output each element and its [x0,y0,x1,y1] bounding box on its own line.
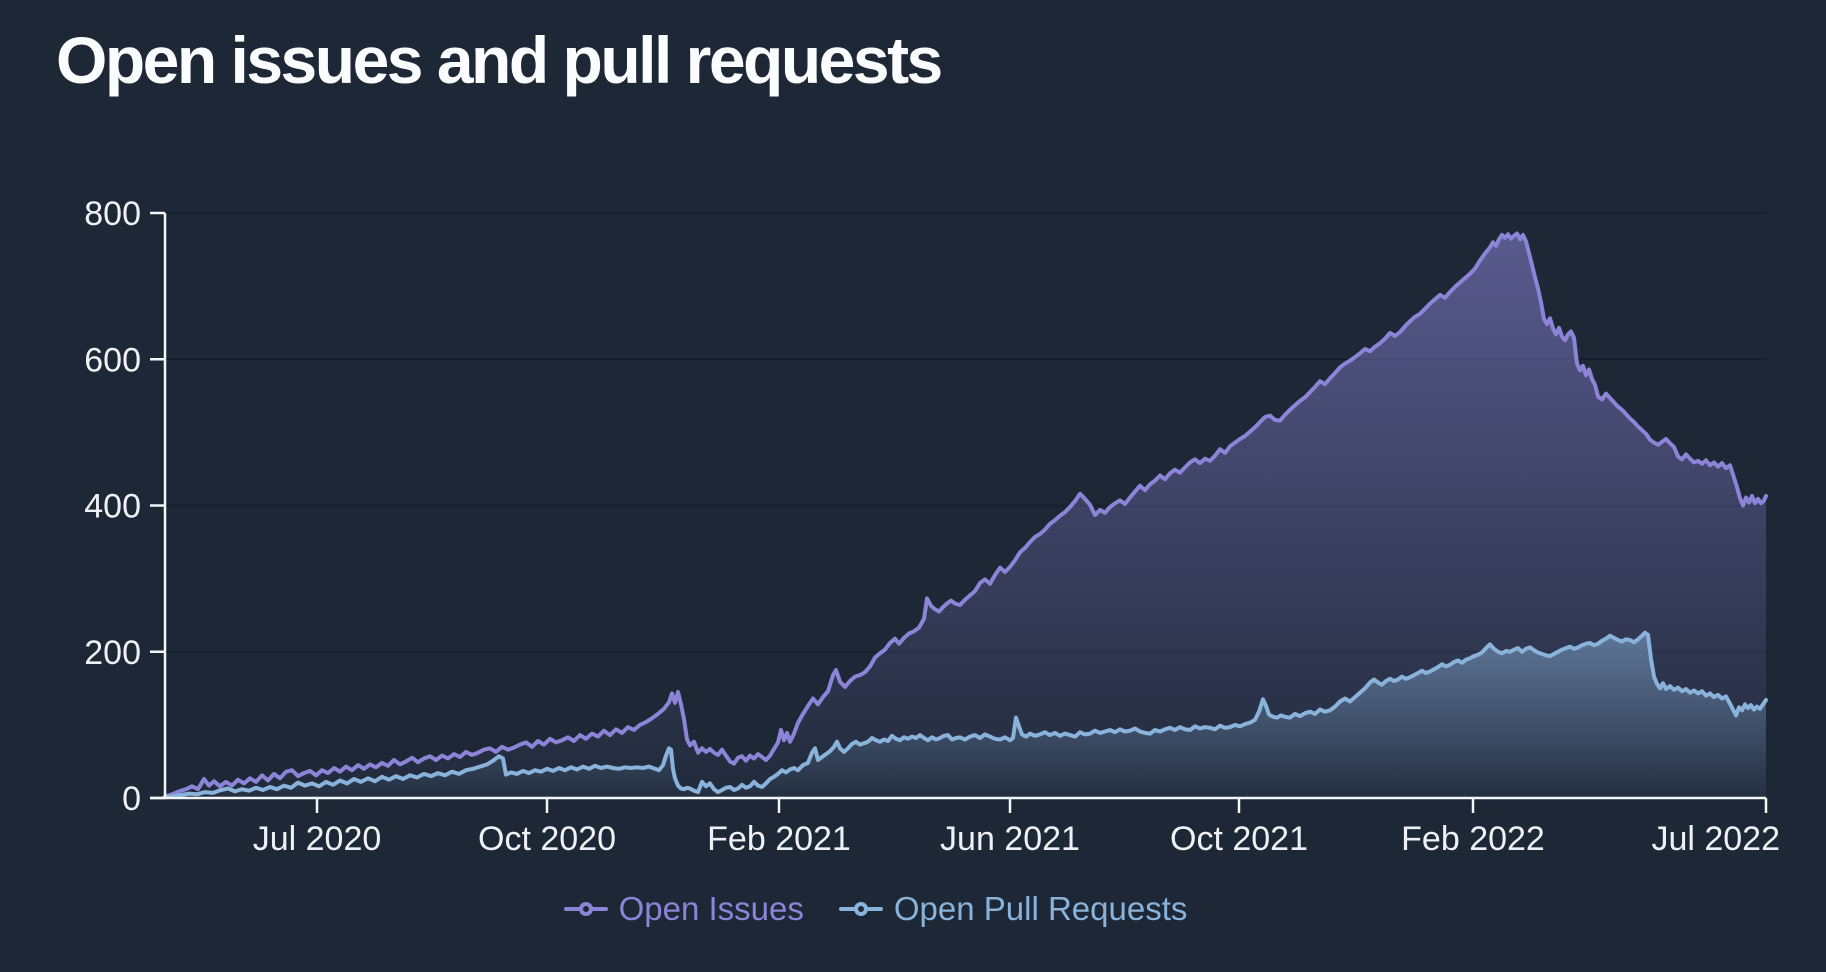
legend-label-open-pull-requests: Open Pull Requests [893,890,1188,927]
x-tick-label-jul-2020: Jul 2020 [253,820,382,858]
y-tick-label-200: 200 [84,634,141,672]
legend-item-open-issues[interactable]: Open Issues [563,890,804,928]
legend-marker-open-pull-requests-icon [838,902,883,916]
legend-marker-open-issues-icon [563,902,608,916]
y-tick-label-800: 800 [84,195,141,233]
x-tick-label-feb-2021: Feb 2021 [707,820,851,858]
y-tick-label-600: 600 [84,341,141,379]
page-title: Open issues and pull requests [56,23,943,97]
x-tick-label-jul-2022: Jul 2022 [1651,820,1780,858]
area-open-pull-requests [165,632,1766,798]
legend-label-open-issues: Open Issues [618,890,804,927]
x-tick-label-feb-2022: Feb 2022 [1401,820,1545,858]
legend: Open Issues Open Pull Requests [0,890,1750,928]
area-open-issues [165,233,1766,798]
x-tick-label-oct-2020: Oct 2020 [478,820,616,858]
line-open-issues [163,231,1768,799]
axes: 0 200 400 600 800 Jul 2020 Oct 2020 Feb 2021 Jun… [84,195,1780,858]
y-tick-label-0: 0 [122,780,141,818]
x-tick-label-oct-2021: Oct 2021 [1170,820,1308,858]
y-tick-label-400: 400 [84,488,141,526]
legend-item-open-pull-requests[interactable]: Open Pull Requests [838,890,1188,928]
x-tick-label-jun-2021: Jun 2021 [940,820,1080,858]
line-open-pull-requests [163,630,1768,800]
